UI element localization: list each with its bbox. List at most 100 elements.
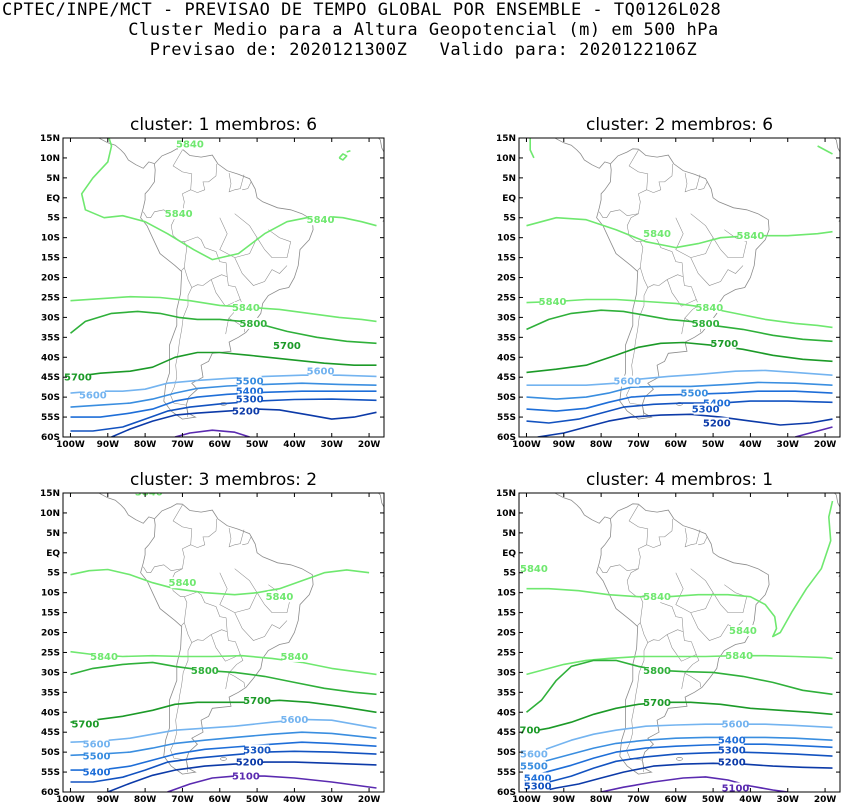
lat-tick-label: 25S [41,648,60,658]
contour-label: 5600 [613,377,641,388]
lat-tick-label: 5S [47,569,60,579]
lat-tick-label: 10N [40,509,60,519]
lon-tick-label: 90W [553,440,576,450]
country-border [242,535,252,546]
contour-5300 [70,398,377,432]
lon-tick-label: 40W [283,440,306,450]
lat-tick-label: 10S [41,589,60,599]
lat-tick-label: 5S [503,569,516,579]
south-america-coastline [596,503,770,775]
contour-label: 5800 [643,666,671,677]
lat-tick-label: 30S [41,313,60,323]
contour-label: 5700 [710,339,738,350]
country-border [675,568,714,613]
yucatan-coastline [104,467,119,490]
country-border [190,518,218,548]
south-america-coastline [140,148,314,420]
country-border [681,318,685,335]
contour-label: 5600 [722,720,750,731]
country-border [684,528,701,548]
contour-5400 [526,743,833,779]
contour-label-background [693,403,718,415]
lat-tick-label: 10S [41,234,60,244]
contour-label-background [65,371,90,383]
contour-label: 5840 [169,578,197,589]
contour-5100 [600,776,788,792]
lat-tick-label: 20S [41,274,60,284]
contour-label: 5840 [643,229,671,240]
contour-label-background [282,713,307,725]
contour-label-background [308,214,333,226]
country-border [712,584,748,613]
contour-label-background [166,208,191,220]
lat-tick-label: 35S [41,333,60,343]
lon-tick-label: 60W [209,795,232,803]
contour-label-background [237,385,262,397]
lat-tick-label: 20S [497,274,516,284]
lat-tick-label: 5S [47,214,60,224]
contour-label: 5200 [718,758,746,769]
falklands-coastline [676,757,683,761]
lat-tick-label: 60S [41,788,60,798]
contour-5840 [526,216,833,249]
contour-label-background [237,756,262,768]
contour-label-background [136,493,161,498]
south-america-coastline [596,148,770,420]
contour-5600 [526,723,833,757]
contour-label-background [521,563,546,575]
contour-label-background [704,397,729,409]
lat-tick-label: 30S [497,668,516,678]
lat-tick-label: 15S [41,609,60,619]
contour-label-background [719,744,744,756]
contour-label: 5700 [273,341,301,352]
contour-label: 5100 [232,772,260,783]
contour-5400 [526,390,833,412]
lon-tick-label: 60W [665,795,688,803]
map-frame [518,492,841,793]
lat-tick-label: 15N [496,489,516,499]
contour-label: 5840 [307,215,335,226]
contour-label: 5300 [243,746,271,757]
contour-label-background [697,301,722,313]
country-border [626,213,644,271]
lon-tick-label: 60W [665,440,688,450]
contour-label: 5300 [236,395,264,406]
contour-label: 5200 [236,758,264,769]
contour-label: 5700 [643,698,671,709]
contour-label: 5700 [513,726,541,737]
yucatan-coastline [104,112,119,135]
yucatan-coastline [560,112,575,135]
lat-tick-label: 60S [497,788,516,798]
central-america-coastline [554,493,611,524]
contour-5840 [346,150,351,153]
contour-label-background [92,650,117,662]
contour-label-background [645,696,670,708]
lat-tick-label: 40S [497,708,516,718]
contour-label-background [525,780,550,792]
contour-label: 5800 [692,319,720,330]
contour-5800 [525,659,833,713]
contour-label-background [645,664,670,676]
contour-5600 [70,718,377,743]
country-border [698,535,708,546]
lat-tick-label: 15N [40,134,60,144]
lon-tick-label: 80W [590,795,613,803]
contour-5800 [70,661,377,696]
lon-tick-label: 30W [777,440,800,450]
contour-5840 [526,500,834,638]
central-america-coastline [554,138,611,169]
lat-tick-label: 5N [502,529,516,539]
lat-tick-label: 15S [497,254,516,264]
africa-coastline [378,138,384,153]
lat-tick-label: 15S [497,609,516,619]
panel-title: cluster: 1 membros: 6 [130,115,317,135]
lon-tick-label: 30W [321,795,344,803]
contour-label: 5600 [83,740,111,751]
lat-tick-label: 15N [40,489,60,499]
header-line-3: Previsao de: 2020121300Z Valido para: 20… [149,40,698,60]
country-border [170,287,193,406]
lat-tick-label: 10N [40,154,60,164]
contour-label-background [80,389,105,401]
lat-tick-label: 25S [41,293,60,303]
contour-label: 5700 [64,373,92,384]
